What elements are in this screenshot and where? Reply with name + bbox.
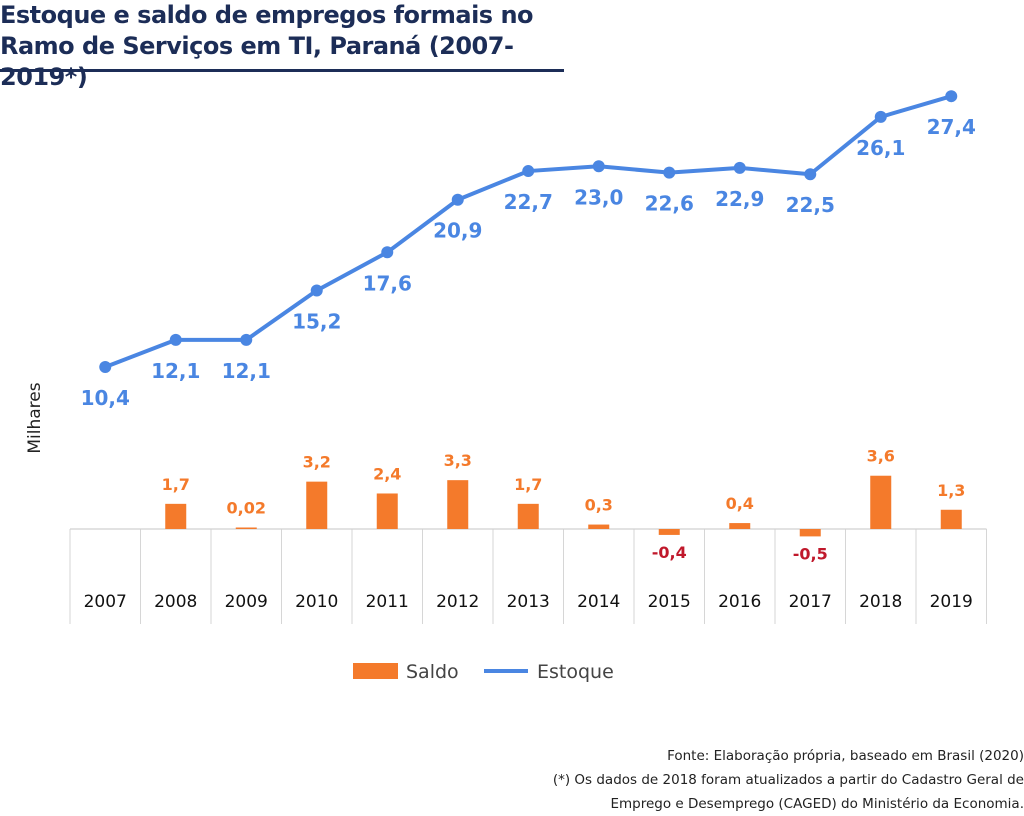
saldo-data-label: 3,3 — [444, 451, 472, 470]
x-tick-label: 2016 — [718, 592, 761, 612]
x-tick-label: 2018 — [859, 592, 902, 612]
x-tick-label: 2012 — [436, 592, 479, 612]
saldo-bar — [658, 529, 680, 535]
x-tick-label: 2008 — [154, 592, 197, 612]
estoque-data-label: 22,5 — [786, 193, 835, 217]
estoque-point — [381, 246, 394, 259]
chart-title-line1: Estoque e saldo de empregos formais no — [0, 1, 534, 29]
x-tick-label: 2019 — [930, 592, 973, 612]
saldo-bar — [376, 493, 398, 529]
saldo-bar — [870, 475, 892, 529]
estoque-point — [733, 161, 746, 174]
saldo-data-label: -0,4 — [652, 543, 687, 562]
x-tick-label: 2014 — [577, 592, 620, 612]
estoque-point — [945, 90, 958, 103]
saldo-bar — [165, 503, 187, 529]
y-axis-label: Milhares — [25, 382, 45, 453]
saldo-bar — [588, 524, 610, 529]
estoque-point — [874, 110, 887, 123]
saldo-data-label: 0,02 — [227, 499, 266, 518]
saldo-data-label: 1,3 — [937, 481, 965, 500]
legend-estoque-label: Estoque — [537, 661, 614, 683]
saldo-bar — [447, 480, 469, 529]
x-tick-label: 2011 — [366, 592, 409, 612]
saldo-bar — [517, 503, 539, 529]
x-tick-label: 2013 — [507, 592, 550, 612]
estoque-line — [103, 94, 954, 369]
estoque-data-label: 23,0 — [574, 185, 623, 209]
saldo-data-label: 3,6 — [867, 447, 895, 466]
footer-source: Fonte: Elaboração própria, baseado em Br… — [667, 748, 1024, 764]
estoque-point — [522, 165, 535, 178]
estoque-point — [240, 333, 253, 346]
saldo-data-label: 1,7 — [514, 475, 542, 494]
estoque-point — [451, 193, 464, 206]
saldo-data-label: 2,4 — [373, 464, 401, 483]
saldo-data-label: 1,7 — [162, 475, 190, 494]
chart-title: Estoque e saldo de empregos formais no R… — [0, 0, 600, 93]
estoque-data-label: 20,9 — [433, 219, 482, 243]
estoque-point — [804, 168, 817, 181]
estoque-data-label: 22,9 — [715, 187, 764, 211]
estoque-point — [592, 160, 605, 173]
x-tick-label: 2007 — [84, 592, 127, 612]
saldo-data-label: 0,4 — [726, 494, 754, 513]
legend-saldo-label: Saldo — [406, 661, 459, 683]
estoque-data-label: 17,6 — [363, 271, 412, 295]
footer-note-line2: Emprego e Desemprego (CAGED) do Ministér… — [610, 796, 1024, 812]
estoque-data-label: 12,1 — [222, 359, 271, 383]
saldo-bar — [799, 529, 821, 537]
estoque-point — [663, 166, 676, 179]
title-underline — [0, 69, 564, 72]
estoque-data-label: 27,4 — [927, 115, 976, 139]
saldo-bar — [940, 509, 962, 529]
saldo-data-label: 3,2 — [303, 453, 331, 472]
x-tick-label: 2009 — [225, 592, 268, 612]
legend-saldo-swatch — [353, 663, 398, 679]
estoque-data-label: 22,7 — [504, 190, 553, 214]
estoque-data-label: 10,4 — [81, 386, 130, 410]
estoque-point — [169, 333, 182, 346]
saldo-data-label: -0,5 — [793, 544, 828, 563]
estoque-data-label: 22,6 — [645, 192, 694, 216]
estoque-point — [99, 361, 112, 373]
saldo-bar — [306, 481, 328, 529]
x-tick-label: 2017 — [789, 592, 832, 612]
estoque-data-label: 12,1 — [151, 359, 200, 383]
estoque-data-label: 26,1 — [856, 136, 905, 160]
chart-area: Milhares 2007 2008 2009 2010 2011 2012 2013 2014… — [25, 90, 987, 683]
saldo-bar — [235, 527, 257, 529]
estoque-point — [310, 284, 323, 297]
x-tick-label: 2015 — [648, 592, 691, 612]
footer-note-line1: (*) Os dados de 2018 foram atualizados a… — [552, 772, 1024, 788]
estoque-data-label: 15,2 — [292, 310, 341, 334]
x-tick-label: 2010 — [295, 592, 338, 612]
saldo-data-label: 0,3 — [585, 496, 613, 515]
chart-title-line2: Ramo de Serviços em TI, Paraná (2007-201… — [0, 32, 514, 91]
saldo-bar — [729, 523, 751, 529]
